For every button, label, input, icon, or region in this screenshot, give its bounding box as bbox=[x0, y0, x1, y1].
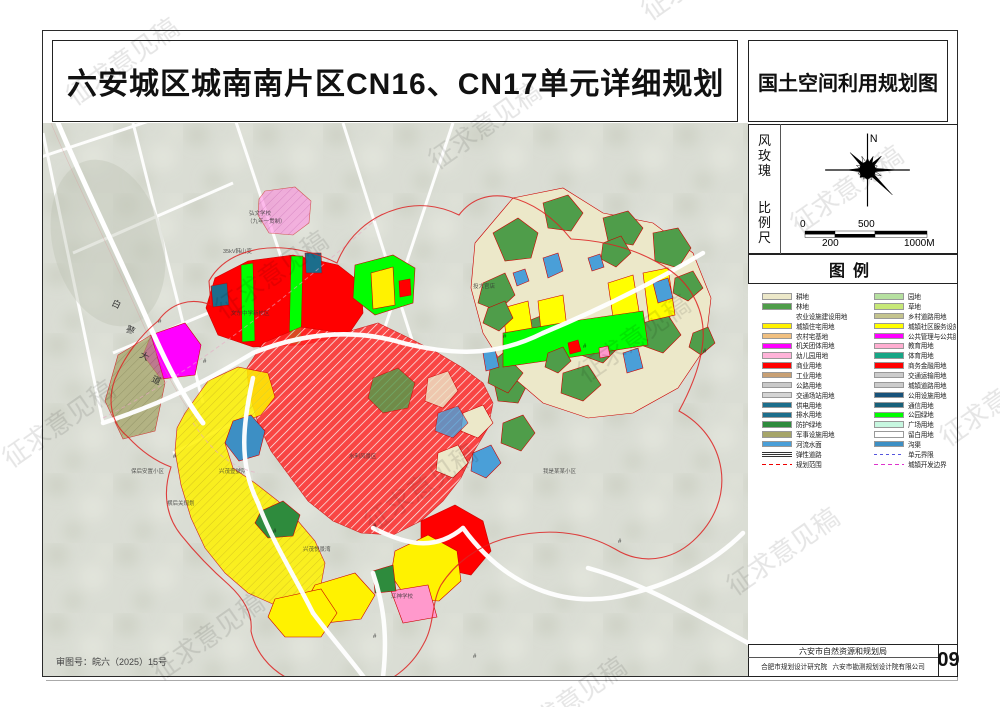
svg-text:兴茂壹號院: 兴茂壹號院 bbox=[219, 467, 247, 475]
svg-text:弘文学校: 弘文学校 bbox=[249, 209, 272, 217]
svg-text:横后关规划: 横后关规划 bbox=[167, 499, 195, 507]
svg-text:1000M: 1000M bbox=[904, 238, 935, 248]
svg-text:我是某某小区: 我是某某小区 bbox=[543, 467, 577, 475]
svg-text:保后安置小区: 保后安置小区 bbox=[131, 467, 165, 475]
svg-text:0: 0 bbox=[800, 219, 806, 230]
svg-text:水利风景区: 水利风景区 bbox=[349, 452, 377, 460]
svg-text:江神学校: 江神学校 bbox=[391, 592, 414, 600]
svg-text:N: N bbox=[870, 133, 878, 145]
svg-text:200: 200 bbox=[822, 238, 839, 248]
svg-text:兴茂悦景湾: 兴茂悦景湾 bbox=[303, 545, 331, 553]
svg-text:（九年一贯制）: （九年一贯制） bbox=[247, 217, 286, 225]
svg-text:500: 500 bbox=[858, 219, 875, 230]
svg-text:投大官店: 投大官店 bbox=[473, 282, 496, 290]
